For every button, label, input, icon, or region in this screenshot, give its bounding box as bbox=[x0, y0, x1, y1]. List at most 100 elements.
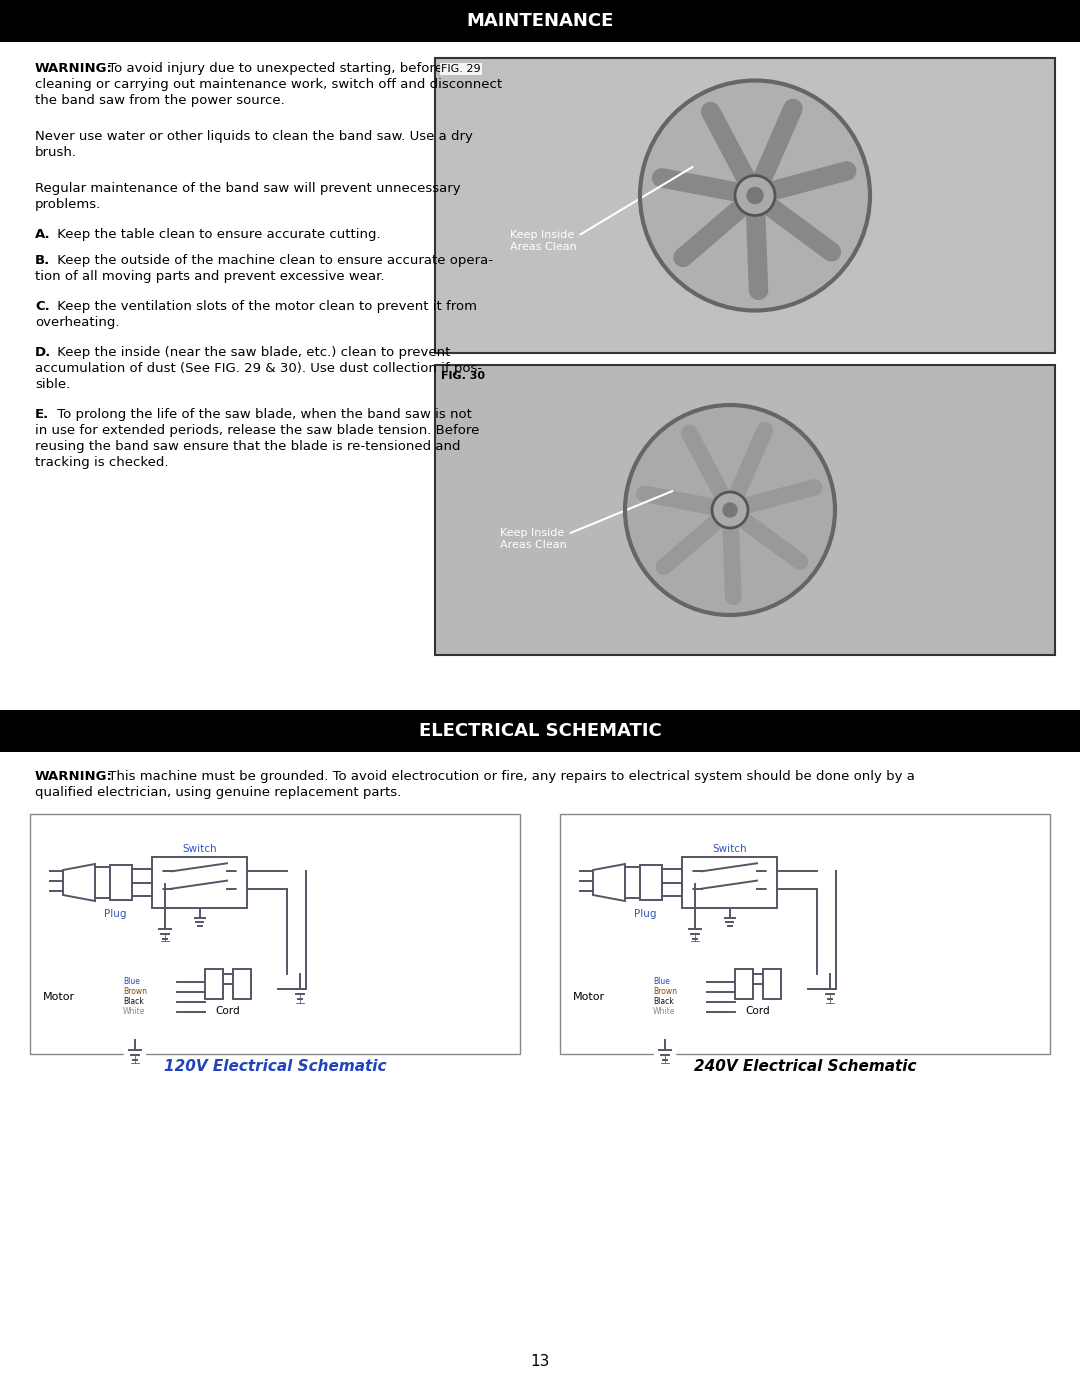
Circle shape bbox=[699, 997, 707, 1006]
Bar bbox=[561, 814, 1050, 1053]
Text: reusing the band saw ensure that the blade is re-tensioned and: reusing the band saw ensure that the bla… bbox=[35, 440, 460, 453]
Text: tracking is checked.: tracking is checked. bbox=[35, 455, 168, 469]
Bar bbox=[762, 970, 781, 999]
Circle shape bbox=[238, 868, 244, 875]
Text: A.: A. bbox=[35, 228, 51, 242]
Bar bbox=[681, 856, 777, 908]
Text: Keep the ventilation slots of the motor clean to prevent it from: Keep the ventilation slots of the motor … bbox=[53, 300, 477, 313]
Circle shape bbox=[685, 886, 691, 893]
Text: Brown: Brown bbox=[123, 988, 147, 996]
Text: 120V Electrical Schematic: 120V Electrical Schematic bbox=[164, 1059, 387, 1074]
Text: brush.: brush. bbox=[35, 147, 77, 159]
Text: the band saw from the power source.: the band saw from the power source. bbox=[35, 94, 285, 108]
Text: B.: B. bbox=[35, 254, 51, 267]
Text: White: White bbox=[653, 1007, 675, 1017]
Circle shape bbox=[238, 886, 244, 893]
Text: MAINTENANCE: MAINTENANCE bbox=[467, 13, 613, 29]
Polygon shape bbox=[593, 863, 625, 901]
Text: Black: Black bbox=[123, 997, 144, 1006]
Text: Motor: Motor bbox=[572, 992, 605, 1002]
Circle shape bbox=[735, 176, 775, 215]
Bar bbox=[735, 970, 753, 999]
Circle shape bbox=[685, 868, 691, 875]
Text: White: White bbox=[123, 1007, 146, 1017]
Circle shape bbox=[712, 492, 748, 528]
Circle shape bbox=[625, 405, 835, 615]
Bar bbox=[205, 970, 222, 999]
Text: accumulation of dust (See FIG. 29 & 30). Use dust collection if pos-: accumulation of dust (See FIG. 29 & 30).… bbox=[35, 362, 482, 374]
Text: ⊥: ⊥ bbox=[824, 993, 836, 1006]
Text: Switch: Switch bbox=[183, 844, 217, 854]
Text: ⊥: ⊥ bbox=[160, 933, 171, 946]
Bar bbox=[0, 710, 1080, 752]
Polygon shape bbox=[63, 863, 95, 901]
Circle shape bbox=[168, 978, 177, 986]
Text: D.: D. bbox=[35, 346, 51, 359]
Text: qualified electrician, using genuine replacement parts.: qualified electrician, using genuine rep… bbox=[35, 787, 402, 799]
Text: C.: C. bbox=[35, 300, 50, 313]
Text: Brown: Brown bbox=[653, 988, 677, 996]
Text: Keep the outside of the machine clean to ensure accurate opera-: Keep the outside of the machine clean to… bbox=[53, 254, 492, 267]
Circle shape bbox=[627, 958, 703, 1035]
Text: Plug: Plug bbox=[634, 909, 657, 919]
Text: Regular maintenance of the band saw will prevent unnecessary: Regular maintenance of the band saw will… bbox=[35, 182, 461, 196]
Bar bbox=[435, 365, 1055, 655]
Text: ⊥: ⊥ bbox=[660, 1055, 671, 1067]
Text: ELECTRICAL SCHEMATIC: ELECTRICAL SCHEMATIC bbox=[419, 722, 661, 740]
Text: Keep the table clean to ensure accurate cutting.: Keep the table clean to ensure accurate … bbox=[53, 228, 380, 242]
Bar bbox=[233, 970, 251, 999]
Text: FIG. 30: FIG. 30 bbox=[441, 372, 485, 381]
Circle shape bbox=[640, 81, 870, 310]
Bar bbox=[435, 59, 1055, 353]
Circle shape bbox=[154, 868, 162, 875]
Text: ⊥: ⊥ bbox=[295, 993, 306, 1006]
Text: Black: Black bbox=[653, 997, 674, 1006]
Circle shape bbox=[653, 1049, 677, 1073]
Text: tion of all moving parts and prevent excessive wear.: tion of all moving parts and prevent exc… bbox=[35, 270, 384, 284]
Text: 240V Electrical Schematic: 240V Electrical Schematic bbox=[693, 1059, 916, 1074]
Text: WARNING:: WARNING: bbox=[35, 770, 113, 782]
Circle shape bbox=[123, 1049, 147, 1073]
Text: Keep Inside
Areas Clean: Keep Inside Areas Clean bbox=[500, 528, 567, 550]
Text: Cord: Cord bbox=[216, 1006, 241, 1016]
Circle shape bbox=[747, 187, 762, 204]
Circle shape bbox=[768, 868, 774, 875]
Circle shape bbox=[699, 1009, 707, 1016]
Text: in use for extended periods, release the saw blade tension. Before: in use for extended periods, release the… bbox=[35, 425, 480, 437]
Text: This machine must be grounded. To avoid electrocution or fire, any repairs to el: This machine must be grounded. To avoid … bbox=[104, 770, 915, 782]
Text: Motor: Motor bbox=[43, 992, 75, 1002]
Bar bbox=[640, 865, 662, 900]
Text: overheating.: overheating. bbox=[35, 316, 120, 330]
Text: Cord: Cord bbox=[745, 1006, 770, 1016]
Circle shape bbox=[288, 988, 312, 1011]
Circle shape bbox=[768, 886, 774, 893]
Circle shape bbox=[153, 928, 177, 951]
Circle shape bbox=[699, 988, 707, 996]
Text: ⊥: ⊥ bbox=[130, 1055, 140, 1067]
Text: sible.: sible. bbox=[35, 379, 70, 391]
Text: FIG. 29: FIG. 29 bbox=[441, 64, 481, 74]
Text: WARNING:: WARNING: bbox=[35, 61, 113, 75]
Text: ⊥: ⊥ bbox=[689, 933, 701, 946]
Bar bbox=[152, 856, 247, 908]
Text: Never use water or other liquids to clean the band saw. Use a dry: Never use water or other liquids to clea… bbox=[35, 130, 473, 142]
Circle shape bbox=[168, 997, 177, 1006]
Text: E.: E. bbox=[35, 408, 50, 420]
Circle shape bbox=[723, 503, 737, 517]
Text: To avoid injury due to unexpected starting, before: To avoid injury due to unexpected starti… bbox=[104, 61, 443, 75]
Circle shape bbox=[818, 988, 842, 1011]
Bar bbox=[0, 0, 1080, 42]
Text: Blue: Blue bbox=[653, 978, 670, 986]
Circle shape bbox=[699, 978, 707, 986]
Text: Keep the inside (near the saw blade, etc.) clean to prevent: Keep the inside (near the saw blade, etc… bbox=[53, 346, 450, 359]
Text: Plug: Plug bbox=[104, 909, 126, 919]
Circle shape bbox=[168, 988, 177, 996]
Circle shape bbox=[168, 1009, 177, 1016]
Text: 13: 13 bbox=[530, 1354, 550, 1369]
Text: problems.: problems. bbox=[35, 198, 102, 211]
Circle shape bbox=[97, 958, 173, 1035]
Bar bbox=[30, 814, 519, 1053]
Bar bbox=[110, 865, 132, 900]
Text: Switch: Switch bbox=[712, 844, 746, 854]
Circle shape bbox=[154, 886, 162, 893]
